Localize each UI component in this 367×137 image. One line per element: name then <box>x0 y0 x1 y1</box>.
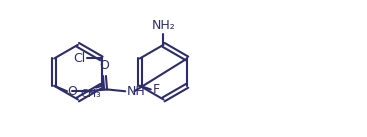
Text: NH₂: NH₂ <box>152 19 175 32</box>
Text: O: O <box>99 59 109 72</box>
Text: F: F <box>153 83 160 96</box>
Text: CH₃: CH₃ <box>80 89 101 99</box>
Text: NH: NH <box>127 85 146 98</box>
Text: Cl: Cl <box>73 52 85 65</box>
Text: O: O <box>68 85 77 98</box>
